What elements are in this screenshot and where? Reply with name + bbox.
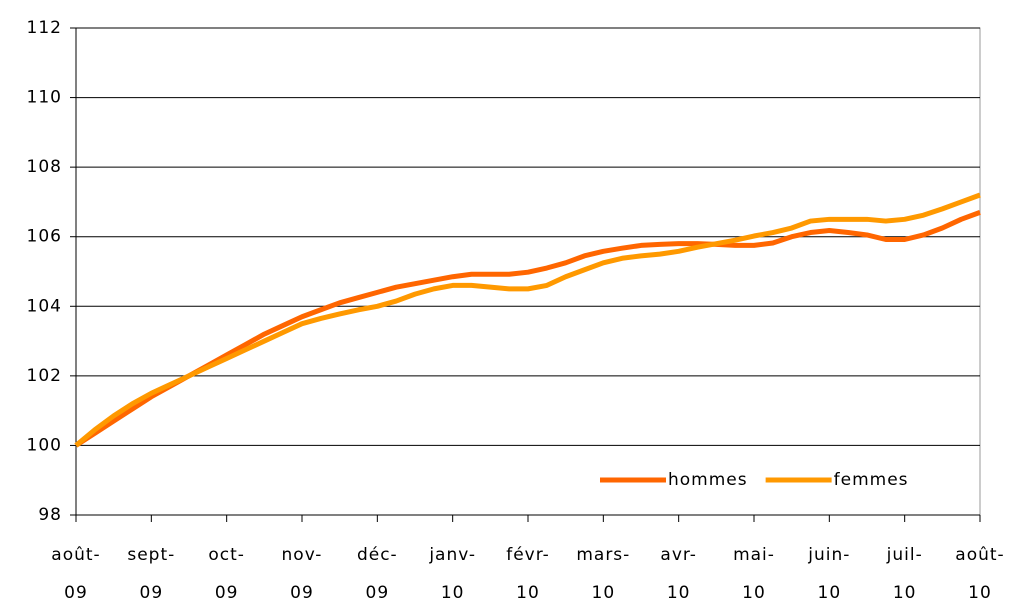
x-tick-label: déc-09 xyxy=(357,545,398,603)
y-tick-label: 108 xyxy=(27,157,62,177)
x-tick-label: janv-10 xyxy=(428,545,476,603)
series-line xyxy=(74,210,981,448)
x-tick-label: févr-10 xyxy=(506,545,550,603)
x-tick-label: sept-09 xyxy=(127,545,175,603)
x-tick-label: août-09 xyxy=(51,545,100,603)
y-tick-label: 104 xyxy=(27,296,62,316)
y-tick-label: 106 xyxy=(27,227,62,247)
x-tick-label: mai-10 xyxy=(733,545,775,603)
x-tick-label: nov-09 xyxy=(282,545,323,603)
x-tick-label: avr-10 xyxy=(660,545,697,603)
legend-label: femmes xyxy=(834,470,909,490)
y-tick-label: 110 xyxy=(27,88,62,108)
x-tick-label: juil-10 xyxy=(886,545,923,603)
legend-label: hommes xyxy=(668,470,748,490)
y-tick-label: 100 xyxy=(27,435,62,455)
y-tick-label: 112 xyxy=(27,18,62,38)
series-line xyxy=(74,192,981,448)
x-tick-label: juin-10 xyxy=(807,545,850,603)
x-tick-label: août-10 xyxy=(955,545,1004,603)
x-tick-label: mars-10 xyxy=(576,545,630,603)
x-tick-label: oct-09 xyxy=(208,545,245,603)
y-tick-label: 102 xyxy=(27,366,62,386)
y-tick-label: 98 xyxy=(38,505,62,525)
